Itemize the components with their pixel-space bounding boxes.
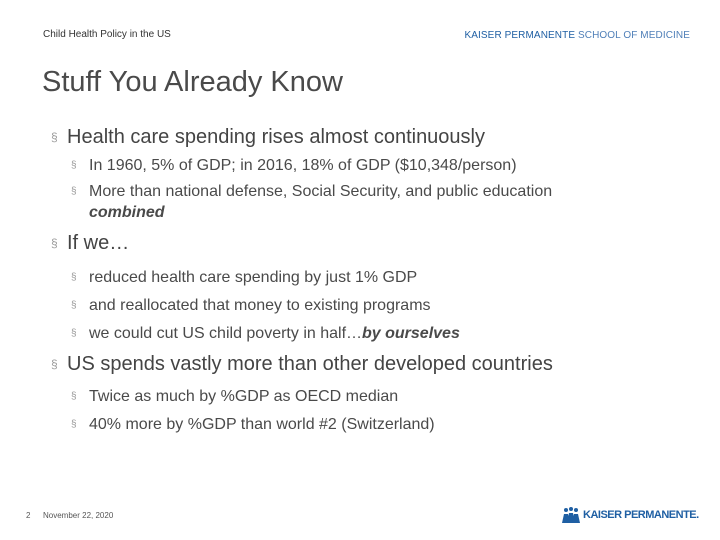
bullet-icon: §	[51, 130, 58, 144]
bullet-icon: §	[71, 328, 77, 339]
logo-text: KAISER PERMANENTE.	[583, 509, 699, 521]
bullet-icon: §	[71, 160, 77, 171]
bullet-level2: § we could cut US child poverty in half……	[49, 323, 689, 344]
header-school-name-light: SCHOOL OF MEDICINE	[578, 30, 690, 41]
bullet-level2: § reduced health care spending by just 1…	[49, 267, 689, 288]
bullet-text: reduced health care spending by just 1% …	[89, 269, 418, 286]
bullet-icon: §	[71, 419, 77, 430]
bullet-text: we could cut US child poverty in half…	[89, 325, 363, 342]
bullet-level2: § 40% more by %GDP than world #2 (Switze…	[49, 414, 689, 435]
bullet-text: More than national defense, Social Secur…	[89, 183, 553, 200]
bullet-icon: §	[71, 300, 77, 311]
header-school-name-bold: KAISER PERMANENTE	[464, 30, 576, 41]
bullet-level2: § In 1960, 5% of GDP; in 2016, 18% of GD…	[49, 155, 689, 176]
bullet-emphasis: by ourselves	[362, 325, 460, 342]
bullet-text: US spends vastly more than other develop…	[67, 353, 553, 375]
bullet-level1: § Health care spending rises almost cont…	[49, 124, 689, 150]
bullet-icon: §	[71, 391, 77, 402]
bullet-text: Twice as much by %GDP as OECD median	[89, 388, 399, 405]
bullet-level2: § and reallocated that money to existing…	[49, 295, 689, 316]
footer-date: November 22, 2020	[43, 511, 114, 520]
bullet-emphasis: combined	[89, 204, 165, 221]
bullet-level1: § US spends vastly more than other devel…	[49, 351, 689, 377]
kp-figures-icon	[562, 507, 580, 523]
header-school-name: KAISER PERMANENTE SCHOOL OF MEDICINE	[464, 30, 690, 41]
bullet-text: and reallocated that money to existing p…	[89, 297, 431, 314]
bullet-level1: § If we…	[49, 230, 689, 256]
header-course-title: Child Health Policy in the US	[43, 29, 171, 40]
bullet-text: Health care spending rises almost contin…	[67, 126, 485, 148]
bullet-text: If we…	[67, 232, 130, 254]
bullet-level2: § Twice as much by %GDP as OECD median	[49, 386, 689, 407]
bullet-text: In 1960, 5% of GDP; in 2016, 18% of GDP …	[89, 157, 517, 174]
bullet-text: 40% more by %GDP than world #2 (Switzerl…	[89, 416, 435, 433]
bullet-icon: §	[51, 236, 58, 250]
page-number: 2	[26, 511, 31, 520]
bullet-icon: §	[71, 186, 77, 197]
bullet-icon: §	[51, 357, 58, 371]
slide-body: § Health care spending rises almost cont…	[49, 124, 689, 435]
bullet-icon: §	[71, 272, 77, 283]
kaiser-permanente-logo: KAISER PERMANENTE.	[562, 507, 699, 523]
slide-title: Stuff You Already Know	[42, 66, 343, 98]
bullet-level2: § More than national defense, Social Sec…	[49, 181, 689, 223]
